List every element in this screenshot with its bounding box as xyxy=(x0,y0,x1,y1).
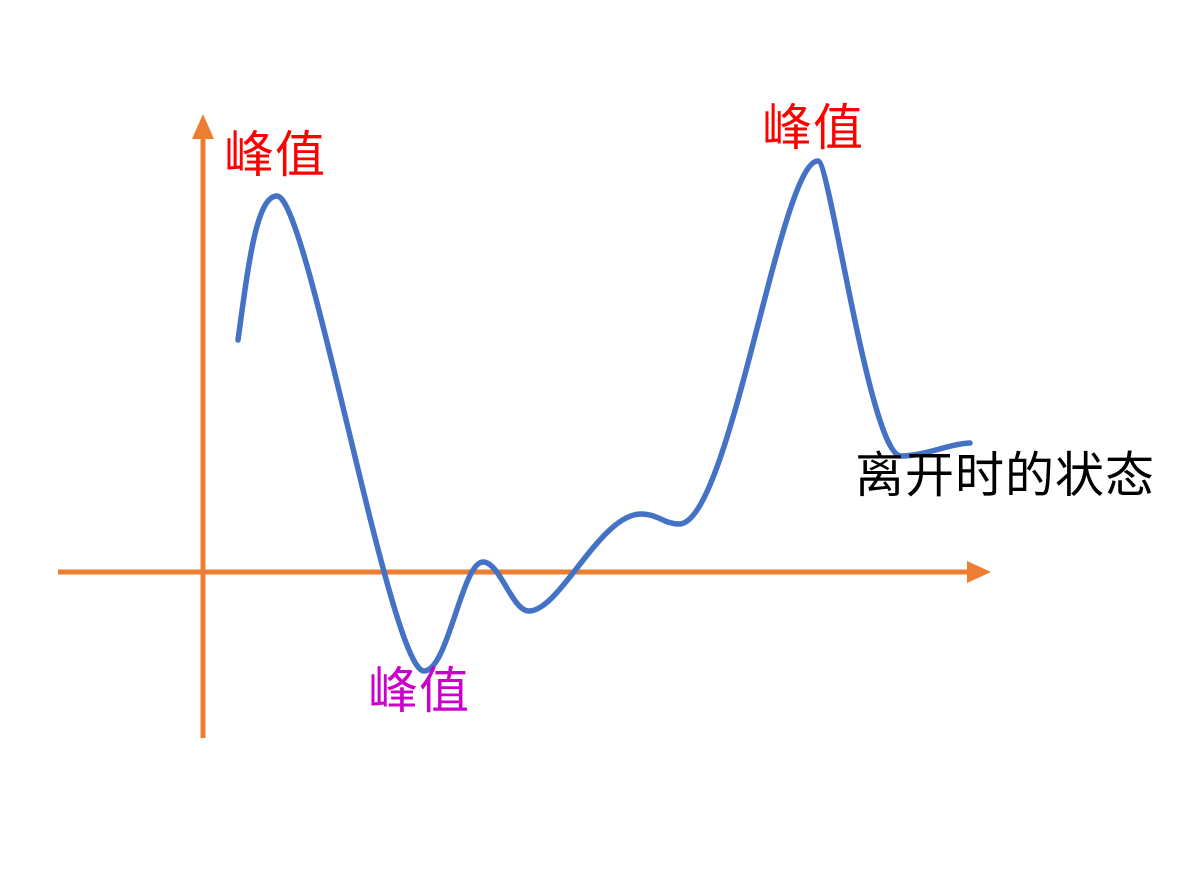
valley-label: 峰值 xyxy=(368,663,470,719)
x-axis xyxy=(58,561,991,583)
y-axis xyxy=(192,114,214,738)
x-axis-arrowhead-icon xyxy=(967,561,991,583)
y-axis-arrowhead-icon xyxy=(192,114,214,139)
peak2-label: 峰值 xyxy=(762,100,864,156)
experience-curve xyxy=(235,158,973,674)
end-state-label: 离开时的状态 xyxy=(855,449,1156,503)
peak1-label: 峰值 xyxy=(224,127,326,183)
